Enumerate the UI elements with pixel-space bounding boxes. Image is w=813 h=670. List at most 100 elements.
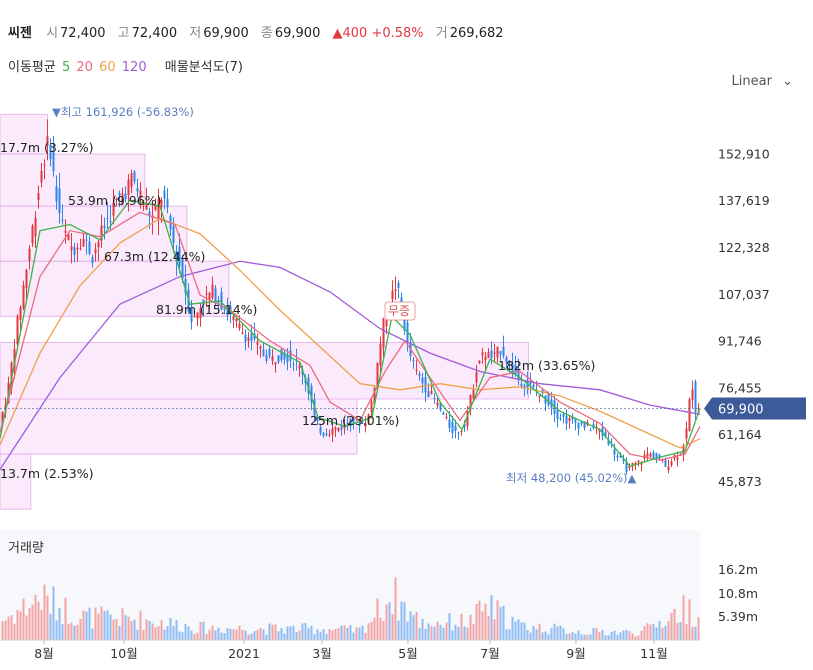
volume-bar <box>613 630 616 640</box>
volume-bar <box>22 598 25 640</box>
candle <box>271 349 274 366</box>
volume-bar <box>481 611 484 640</box>
candle <box>565 409 568 431</box>
candle-body <box>373 387 376 405</box>
open-value: 72,400 <box>60 26 106 41</box>
volume-bar <box>466 627 469 640</box>
candle-body <box>637 460 640 463</box>
candle-body <box>244 334 247 342</box>
volume-bar <box>475 604 478 640</box>
candle <box>319 424 322 436</box>
candle-body <box>499 350 502 355</box>
volume-bar <box>487 615 490 640</box>
candle <box>55 175 58 210</box>
volume-bar <box>274 624 277 640</box>
volume-bar <box>544 631 547 640</box>
candle <box>676 451 679 467</box>
candle <box>376 362 379 389</box>
ma120-line <box>0 260 701 470</box>
scale-selector[interactable]: Linear ⌄ <box>732 74 793 89</box>
volume-bar <box>298 630 301 640</box>
volume-bar <box>640 630 643 640</box>
volume-bar <box>616 634 619 640</box>
volume-bar <box>628 631 631 640</box>
candle-body <box>61 219 64 221</box>
candle-body <box>427 391 430 397</box>
volume-profile-label: 125m (23.01%) <box>302 413 399 428</box>
candle <box>73 242 76 263</box>
volume-bar <box>619 632 622 640</box>
candle <box>502 335 505 359</box>
candle <box>325 428 328 437</box>
x-tick-label: 11월 <box>640 646 667 661</box>
candle-body <box>523 385 526 389</box>
volume-bar <box>427 623 430 640</box>
candle-body <box>685 428 688 439</box>
candle-body <box>115 198 118 200</box>
volume-bar <box>664 626 667 640</box>
candle-body <box>1 412 4 425</box>
candle <box>115 197 118 207</box>
volume-bar <box>310 625 313 640</box>
candle <box>472 384 475 400</box>
volume-bar <box>412 615 415 640</box>
candle-body <box>352 416 355 424</box>
candle-body <box>349 418 352 427</box>
volume-bar <box>13 623 16 640</box>
candle-body <box>283 352 286 360</box>
candle-body <box>232 316 235 321</box>
candle <box>145 187 148 211</box>
candle-body <box>289 350 292 361</box>
candle-body <box>220 292 223 310</box>
candle <box>418 371 421 381</box>
candle <box>58 172 61 224</box>
candle-body <box>556 410 559 420</box>
candle-body <box>442 412 445 415</box>
close-label: 종 <box>260 26 273 41</box>
candle <box>112 189 115 225</box>
candle <box>568 415 571 429</box>
volume-bar <box>658 621 661 640</box>
candle-body <box>421 377 424 384</box>
candle-body <box>655 452 658 458</box>
candle <box>571 413 574 424</box>
volume-bar <box>208 629 211 640</box>
ma-legend[interactable]: 이동평균 5 20 60 120 매물분석도(7) <box>8 56 245 75</box>
candle-body <box>73 247 76 255</box>
volume-bar <box>532 626 535 640</box>
candle <box>691 380 694 409</box>
volume-bar <box>406 621 409 640</box>
volume-bar <box>109 614 112 640</box>
candle <box>253 322 256 342</box>
volume-bar <box>562 628 565 640</box>
candle-body <box>82 239 85 247</box>
candle <box>127 174 130 212</box>
volume-bar <box>424 628 427 640</box>
candle-body <box>490 350 493 358</box>
candle <box>106 201 109 230</box>
candle <box>259 344 262 358</box>
candle-body <box>196 312 199 319</box>
volume-bar <box>265 634 268 640</box>
volume-bar <box>547 634 550 640</box>
volume-bar <box>589 634 592 640</box>
candle-body <box>310 386 313 403</box>
candle-body <box>397 282 400 288</box>
candle <box>22 280 25 311</box>
candle-body <box>418 373 421 377</box>
candle <box>196 312 199 327</box>
candle-body <box>274 362 277 365</box>
volume-bar <box>268 623 271 640</box>
candle-body <box>460 430 463 432</box>
volume-bar <box>643 626 646 640</box>
volume-bar <box>352 632 355 640</box>
volume-bar <box>52 586 55 640</box>
candle-body <box>502 346 505 356</box>
candle-body <box>286 354 289 363</box>
candle-body <box>616 455 619 458</box>
candle-body <box>157 199 160 219</box>
volume-bar <box>106 610 109 640</box>
volume-bar <box>394 577 397 640</box>
candle-body <box>652 452 655 460</box>
